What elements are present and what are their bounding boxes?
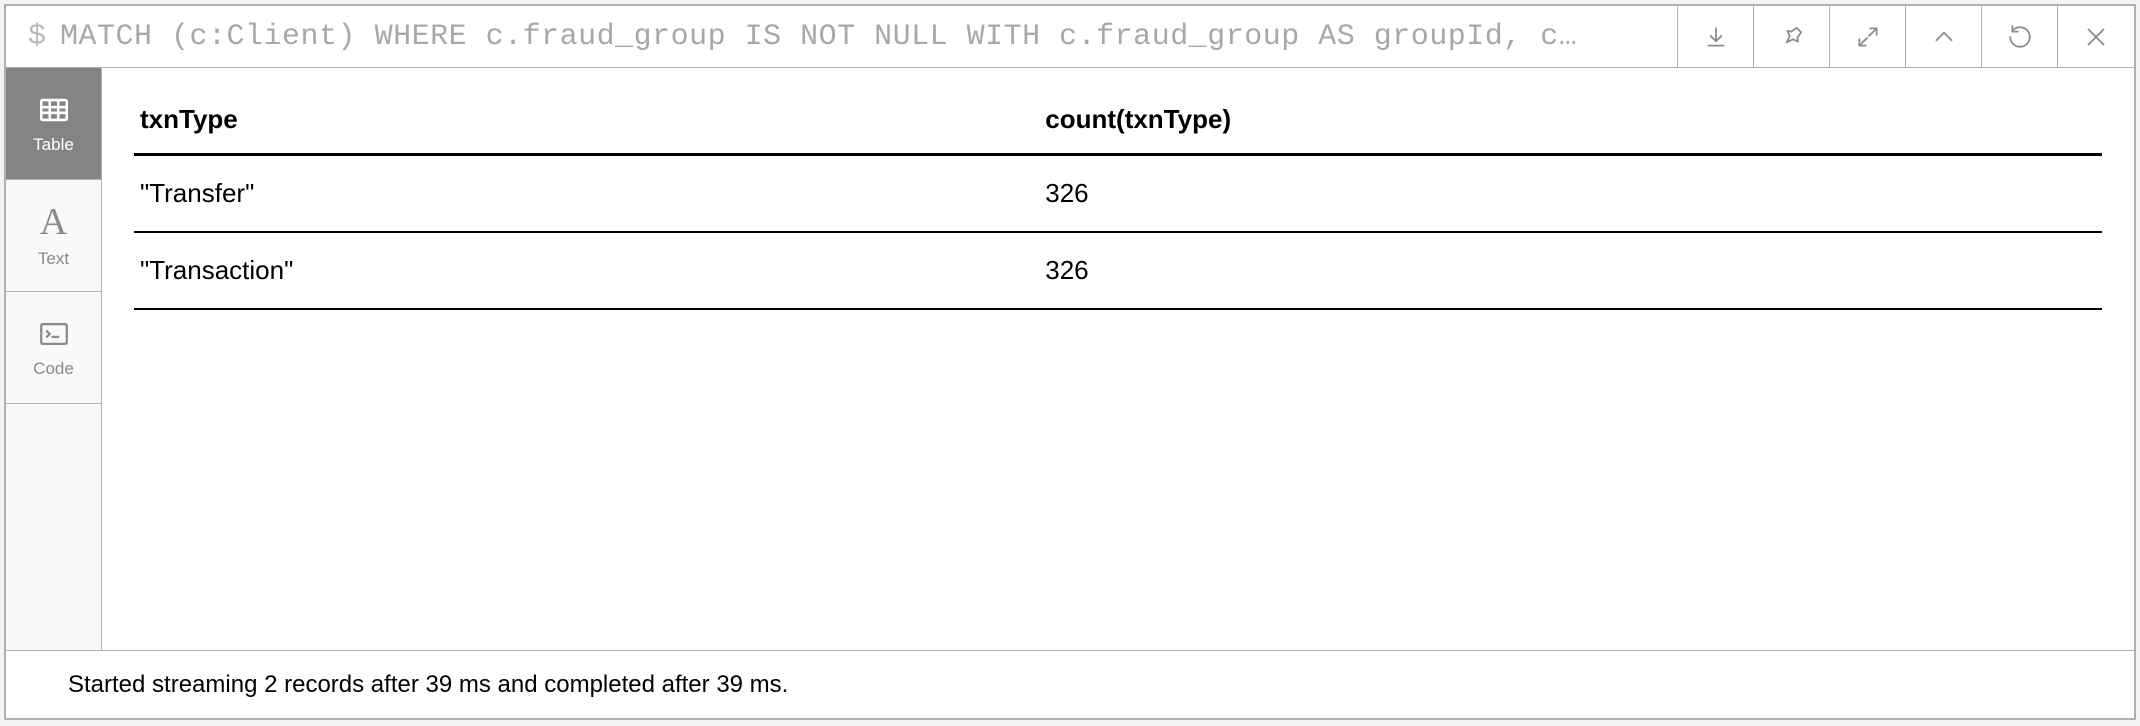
header-toolbar	[1677, 6, 2134, 67]
table-cell: 326	[1039, 155, 2102, 233]
table-cell: "Transfer"	[134, 155, 1039, 233]
rerun-icon	[2007, 24, 2033, 50]
query-text: MATCH (c:Client) WHERE c.fraud_group IS …	[60, 20, 1577, 54]
status-footer: Started streaming 2 records after 39 ms …	[6, 650, 2134, 718]
query-line[interactable]: $ MATCH (c:Client) WHERE c.fraud_group I…	[6, 6, 1677, 67]
tab-code[interactable]: Code	[6, 292, 101, 404]
pin-icon	[1779, 24, 1805, 50]
table-row[interactable]: "Transaction" 326	[134, 232, 2102, 309]
download-icon	[1703, 24, 1729, 50]
expand-button[interactable]	[1830, 6, 1906, 67]
collapse-button[interactable]	[1906, 6, 1982, 67]
result-table: txnType count(txnType) "Transfer" 326 "T…	[134, 86, 2102, 310]
rerun-button[interactable]	[1982, 6, 2058, 67]
result-panel: $ MATCH (c:Client) WHERE c.fraud_group I…	[4, 4, 2136, 720]
query-header: $ MATCH (c:Client) WHERE c.fraud_group I…	[6, 6, 2134, 68]
chevron-up-icon	[1931, 24, 1957, 50]
table-cell: "Transaction"	[134, 232, 1039, 309]
pin-button[interactable]	[1754, 6, 1830, 67]
table-icon	[37, 93, 71, 127]
code-icon	[37, 317, 71, 351]
table-cell: 326	[1039, 232, 2102, 309]
tab-text-label: Text	[38, 249, 69, 269]
view-tabs: Table A Text Code	[6, 68, 102, 650]
download-button[interactable]	[1678, 6, 1754, 67]
tab-code-label: Code	[33, 359, 74, 379]
close-icon	[2083, 24, 2109, 50]
table-header-row: txnType count(txnType)	[134, 86, 2102, 155]
tab-table-label: Table	[33, 135, 74, 155]
text-icon: A	[40, 203, 67, 241]
result-content: txnType count(txnType) "Transfer" 326 "T…	[102, 68, 2134, 650]
tab-text[interactable]: A Text	[6, 180, 101, 292]
tab-table[interactable]: Table	[6, 68, 101, 180]
column-header[interactable]: count(txnType)	[1039, 86, 2102, 155]
status-text: Started streaming 2 records after 39 ms …	[68, 671, 788, 699]
column-header[interactable]: txnType	[134, 86, 1039, 155]
expand-icon	[1855, 24, 1881, 50]
close-button[interactable]	[2058, 6, 2134, 67]
body-area: Table A Text Code txnType count(txnType)	[6, 68, 2134, 650]
prompt-symbol: $	[28, 20, 46, 54]
table-row[interactable]: "Transfer" 326	[134, 155, 2102, 233]
